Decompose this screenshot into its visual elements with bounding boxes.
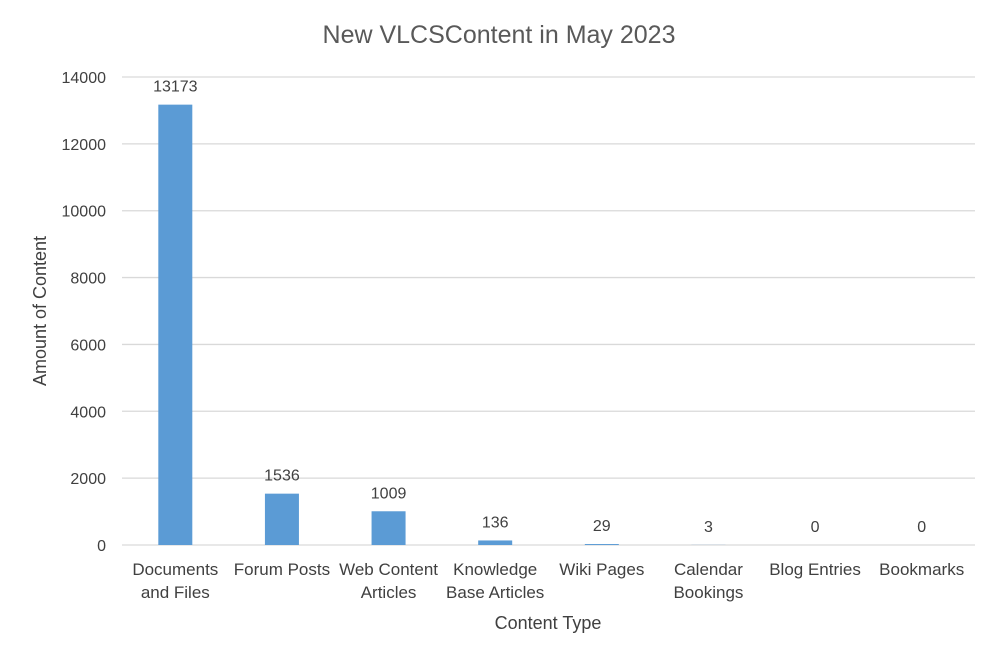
bar [585, 544, 619, 545]
y-tick-label: 10000 [62, 204, 107, 221]
y-tick-label: 6000 [70, 337, 106, 354]
x-tick-label: Wiki Pages [559, 560, 644, 579]
gridlines [122, 77, 975, 545]
y-axis-title: Amount of Content [30, 236, 50, 386]
x-tick-label: Calendar [674, 560, 743, 579]
x-tick-label: Forum Posts [234, 560, 330, 579]
x-tick-label: Bookmarks [879, 560, 964, 579]
y-tick-label: 0 [97, 538, 106, 555]
x-tick-label: Web Content [339, 560, 438, 579]
y-tick-label: 12000 [62, 137, 107, 154]
bar [478, 540, 512, 545]
y-tick-label: 8000 [70, 271, 106, 288]
data-label: 29 [593, 518, 611, 535]
data-label: 136 [482, 514, 509, 531]
x-tick-label: Blog Entries [769, 560, 861, 579]
x-tick-label: and Files [141, 583, 210, 602]
data-labels: 13173 1536 1009 136 29 3 0 0 [153, 79, 926, 536]
data-label: 0 [811, 519, 820, 536]
data-label: 1009 [371, 485, 407, 502]
x-axis-ticks: Documents and Files Forum Posts Web Content… [132, 560, 964, 602]
x-tick-label: Bookings [673, 583, 743, 602]
x-tick-label: Articles [361, 583, 417, 602]
bar [265, 494, 299, 545]
bar [372, 511, 406, 545]
x-axis-title: Content Type [495, 613, 602, 633]
y-axis-ticks: 0 2000 4000 6000 8000 10000 12000 14000 [62, 70, 107, 555]
x-tick-label: Knowledge [453, 560, 537, 579]
data-label: 0 [917, 519, 926, 536]
bars [158, 105, 725, 545]
y-tick-label: 4000 [70, 404, 106, 421]
y-tick-label: 2000 [70, 471, 106, 488]
data-label: 1536 [264, 468, 300, 485]
x-tick-label: Base Articles [446, 583, 544, 602]
y-tick-label: 14000 [62, 70, 107, 87]
chart-title: New VLCSContent in May 2023 [323, 21, 676, 49]
x-tick-label: Documents [132, 560, 218, 579]
bar [158, 105, 192, 545]
data-label: 3 [704, 519, 713, 536]
data-label: 13173 [153, 79, 198, 96]
